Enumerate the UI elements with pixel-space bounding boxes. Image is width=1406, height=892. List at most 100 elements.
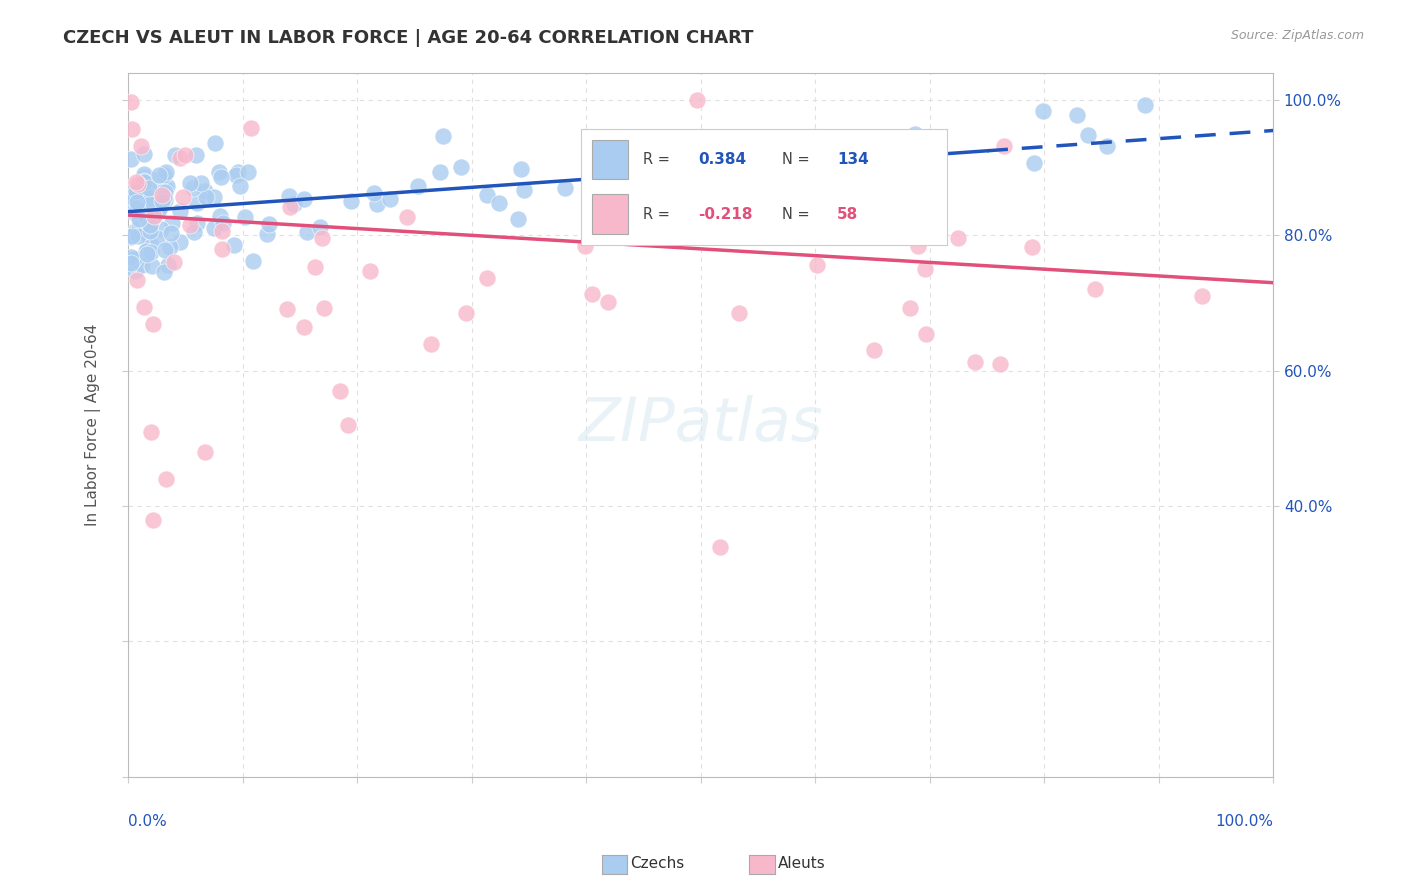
- Point: [595, 168, 617, 182]
- Point: [132, 175, 155, 189]
- Point: [169, 235, 191, 249]
- Point: [194, 185, 217, 199]
- Point: [125, 201, 148, 215]
- Point: [135, 247, 157, 261]
- Point: [596, 294, 619, 309]
- Point: [194, 445, 217, 459]
- Point: [152, 194, 174, 208]
- Point: [132, 147, 155, 161]
- Point: [863, 343, 886, 358]
- Point: [716, 203, 738, 218]
- Point: [225, 168, 247, 182]
- Point: [682, 162, 704, 177]
- Point: [163, 148, 186, 162]
- Point: [172, 190, 194, 204]
- Point: [138, 218, 160, 232]
- Point: [152, 169, 174, 183]
- Point: [127, 203, 149, 218]
- Point: [477, 270, 499, 285]
- Point: [124, 263, 146, 277]
- Point: [683, 198, 706, 212]
- Text: Source: ZipAtlas.com: Source: ZipAtlas.com: [1230, 29, 1364, 42]
- Point: [148, 168, 170, 182]
- Point: [257, 217, 280, 231]
- Point: [186, 195, 208, 210]
- Point: [120, 250, 142, 264]
- Point: [136, 216, 159, 230]
- Point: [186, 216, 208, 230]
- Point: [163, 255, 186, 269]
- Point: [121, 121, 143, 136]
- Point: [134, 174, 156, 188]
- Point: [136, 188, 159, 202]
- Point: [135, 212, 157, 227]
- Point: [135, 179, 157, 194]
- Point: [688, 222, 710, 236]
- Point: [125, 223, 148, 237]
- Point: [141, 260, 163, 274]
- Point: [146, 231, 169, 245]
- Point: [125, 184, 148, 198]
- Point: [190, 176, 212, 190]
- Text: ZIPatlas: ZIPatlas: [578, 395, 823, 454]
- Point: [132, 167, 155, 181]
- Point: [159, 239, 181, 253]
- Point: [179, 176, 201, 190]
- Point: [150, 187, 173, 202]
- Point: [222, 237, 245, 252]
- Point: [120, 230, 142, 244]
- Point: [211, 242, 233, 256]
- Point: [138, 191, 160, 205]
- Point: [136, 241, 159, 255]
- Point: [488, 195, 510, 210]
- Point: [124, 206, 146, 220]
- Point: [554, 180, 576, 194]
- Point: [152, 265, 174, 279]
- Point: [120, 256, 142, 270]
- Point: [131, 139, 153, 153]
- Point: [235, 210, 257, 224]
- Point: [226, 165, 249, 179]
- Point: [1032, 104, 1054, 119]
- Point: [134, 300, 156, 314]
- Point: [703, 164, 725, 178]
- Point: [139, 244, 162, 259]
- Point: [709, 540, 731, 554]
- Point: [138, 181, 160, 195]
- Point: [574, 238, 596, 252]
- Point: [127, 194, 149, 209]
- Point: [672, 169, 695, 184]
- Point: [155, 243, 177, 257]
- Point: [155, 165, 177, 179]
- Point: [278, 200, 301, 214]
- Point: [142, 211, 165, 226]
- Point: [898, 301, 921, 315]
- Point: [512, 183, 534, 197]
- Point: [142, 317, 165, 331]
- Point: [506, 211, 529, 226]
- Point: [128, 219, 150, 234]
- Point: [395, 210, 418, 224]
- Point: [733, 171, 755, 186]
- Point: [1024, 156, 1046, 170]
- Point: [716, 191, 738, 205]
- Point: [880, 138, 903, 153]
- Point: [121, 229, 143, 244]
- Point: [311, 231, 333, 245]
- Point: [420, 337, 443, 351]
- Point: [336, 417, 359, 432]
- Point: [211, 216, 233, 230]
- Point: [139, 186, 162, 200]
- Point: [294, 192, 316, 206]
- Point: [363, 186, 385, 200]
- Text: CZECH VS ALEUT IN LABOR FORCE | AGE 20-64 CORRELATION CHART: CZECH VS ALEUT IN LABOR FORCE | AGE 20-6…: [63, 29, 754, 46]
- Point: [152, 185, 174, 199]
- Point: [169, 203, 191, 218]
- Point: [208, 165, 231, 179]
- Point: [1066, 108, 1088, 122]
- Point: [1133, 97, 1156, 112]
- Point: [186, 147, 208, 161]
- Point: [1077, 128, 1099, 142]
- Point: [125, 273, 148, 287]
- Point: [131, 226, 153, 240]
